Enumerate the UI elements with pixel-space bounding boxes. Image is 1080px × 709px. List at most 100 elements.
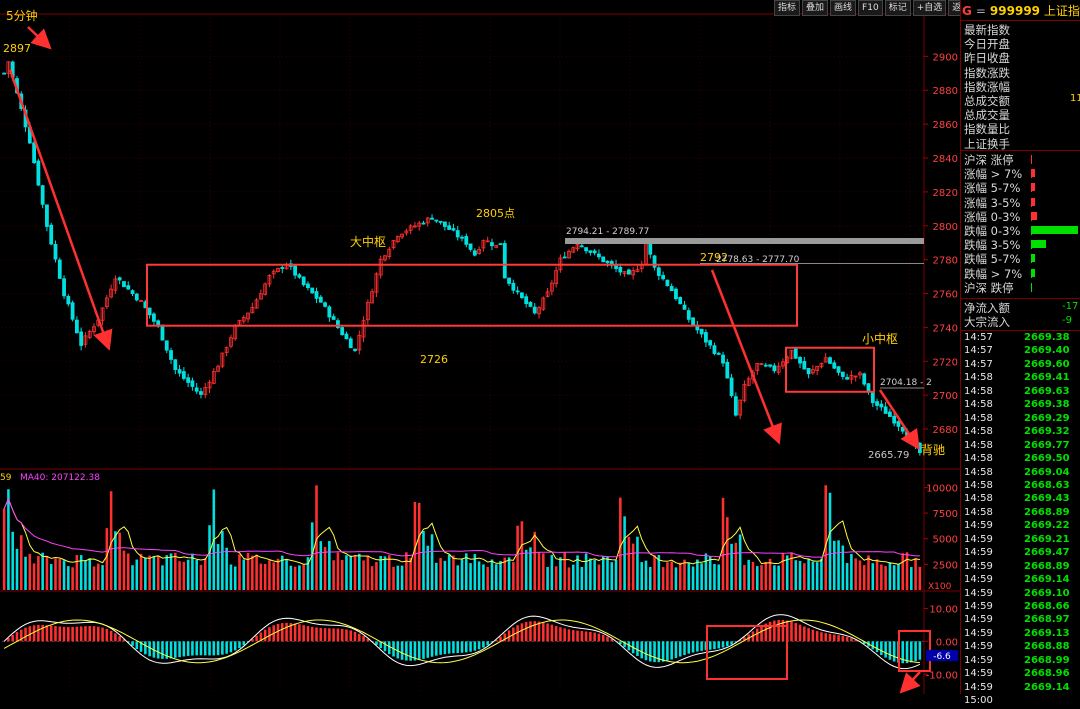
breadth-label: 跌幅 5-7% <box>964 252 1021 267</box>
candle-body <box>729 377 734 397</box>
tick-row: 14:59 2668.66 <box>962 601 1078 615</box>
candle-body <box>477 249 482 254</box>
breadth-label: 跌幅 3-5% <box>964 238 1021 253</box>
candle-body <box>331 316 336 320</box>
candle-body <box>515 290 520 293</box>
candle-body <box>759 363 764 365</box>
toolbar-button-2[interactable]: 画线 <box>830 0 857 16</box>
candle-body <box>725 361 730 379</box>
candle-body <box>117 277 122 281</box>
tick-row: 14:58 2668.63 <box>962 480 1078 494</box>
candle-body <box>810 369 815 374</box>
panel-sep-top <box>961 20 1080 21</box>
tick-row: 14:58 2669.50 <box>962 453 1078 467</box>
candle-body <box>751 371 755 380</box>
tick-time: 14:59 <box>964 587 993 599</box>
tick-price: 2669.14 <box>1024 574 1070 586</box>
candle-body <box>370 291 375 304</box>
candle-body <box>340 327 345 336</box>
candle-body <box>541 297 546 310</box>
flow-label: 净流入额 <box>964 301 1010 315</box>
candle-body <box>635 269 640 272</box>
candle-body <box>374 273 379 293</box>
tick-row: 14:59 2669.47 <box>962 547 1078 561</box>
breadth-tick <box>1031 197 1032 207</box>
candle-body <box>597 253 601 258</box>
tick-time: 14:59 <box>964 560 993 572</box>
tick-row: 14:59 2669.13 <box>962 628 1078 642</box>
breadth-bar <box>1032 183 1035 192</box>
tick-time: 14:58 <box>964 412 993 424</box>
candle-body <box>297 274 302 278</box>
candle-body <box>365 301 370 321</box>
tick-price: 2668.63 <box>1024 479 1070 491</box>
macd-dif <box>3 614 921 670</box>
info-label: 昨日收盘 <box>964 51 1010 66</box>
macd-dea <box>3 619 920 664</box>
macd-tick-label: 10.00 <box>929 604 958 615</box>
candle-body <box>892 415 897 424</box>
candle-body <box>836 366 841 373</box>
toolbar-button-4[interactable]: 标记 <box>884 0 911 16</box>
candle-body <box>199 391 203 395</box>
candle-body <box>626 269 631 275</box>
candle-body <box>126 285 131 290</box>
tick-price: 2668.97 <box>1024 614 1070 626</box>
tick-price: 2669.32 <box>1024 426 1070 438</box>
panel-sep-3 <box>961 330 1080 331</box>
tick-time: 14:58 <box>964 466 993 478</box>
candle-body <box>306 283 310 289</box>
candle-body <box>400 233 404 238</box>
label-2792: 2792 <box>700 251 728 264</box>
candle-body <box>430 217 434 220</box>
candle-body <box>40 185 45 205</box>
breadth-tick <box>1031 254 1032 264</box>
toolbar-button-1[interactable]: 叠加 <box>802 0 829 16</box>
tick-price: 2668.88 <box>1024 641 1070 653</box>
tick-row: 14:58 2669.04 <box>962 467 1078 481</box>
candle-body <box>862 373 867 385</box>
volume-bars <box>2 485 922 590</box>
candle-body <box>781 361 785 367</box>
candle-body <box>618 266 623 273</box>
breadth-label: 沪深 跌停 <box>964 280 1014 295</box>
toolbar-button-5[interactable]: +自选 <box>912 0 947 16</box>
tick-time: 14:58 <box>964 426 993 438</box>
tick-row: 14:57 2669.38 <box>962 332 1078 346</box>
candle-body <box>147 307 152 316</box>
tick-row: 14:57 2669.40 <box>962 345 1078 359</box>
price-chart[interactable]: 2680 2700 2720 2740 2760 2780 2800 2820 2840 2860… <box>0 0 1080 694</box>
macd-tick-label: 0.00 <box>936 637 958 648</box>
candle-body <box>879 403 884 408</box>
candle-body <box>417 222 422 227</box>
breadth-tick <box>1031 155 1032 164</box>
toolbar-button-0[interactable]: 指标 <box>774 0 801 16</box>
y-tick-label: 2760 <box>933 290 958 301</box>
candle-body <box>357 334 362 351</box>
quote-panel <box>960 0 1080 694</box>
candle-body <box>404 230 409 234</box>
candle-body <box>49 224 54 245</box>
candle-body <box>250 306 255 314</box>
macd-current-bg <box>926 650 958 661</box>
label-divergence: 背驰 <box>921 443 945 457</box>
candle-body <box>674 288 678 300</box>
breadth-label: 涨幅 > 7% <box>964 167 1023 182</box>
breadth-label: 涨幅 0-3% <box>964 209 1021 224</box>
candle-body <box>447 225 452 230</box>
toolbar-button-3[interactable]: F10 <box>858 0 883 16</box>
tick-row: 14:59 2669.22 <box>962 520 1078 534</box>
candle-body <box>327 306 332 318</box>
candle-body <box>246 312 250 320</box>
candle-body <box>211 371 216 384</box>
tick-price: 2669.50 <box>1024 453 1070 465</box>
candle-body <box>169 350 173 360</box>
candle-body <box>888 411 892 417</box>
candle-body <box>789 350 794 359</box>
candle-body <box>845 376 850 380</box>
tick-price: 2669.22 <box>1024 520 1070 532</box>
tick-time: 14:58 <box>964 453 993 465</box>
candle-body <box>36 160 41 186</box>
candle-body <box>267 274 272 285</box>
candle-body <box>875 401 879 406</box>
